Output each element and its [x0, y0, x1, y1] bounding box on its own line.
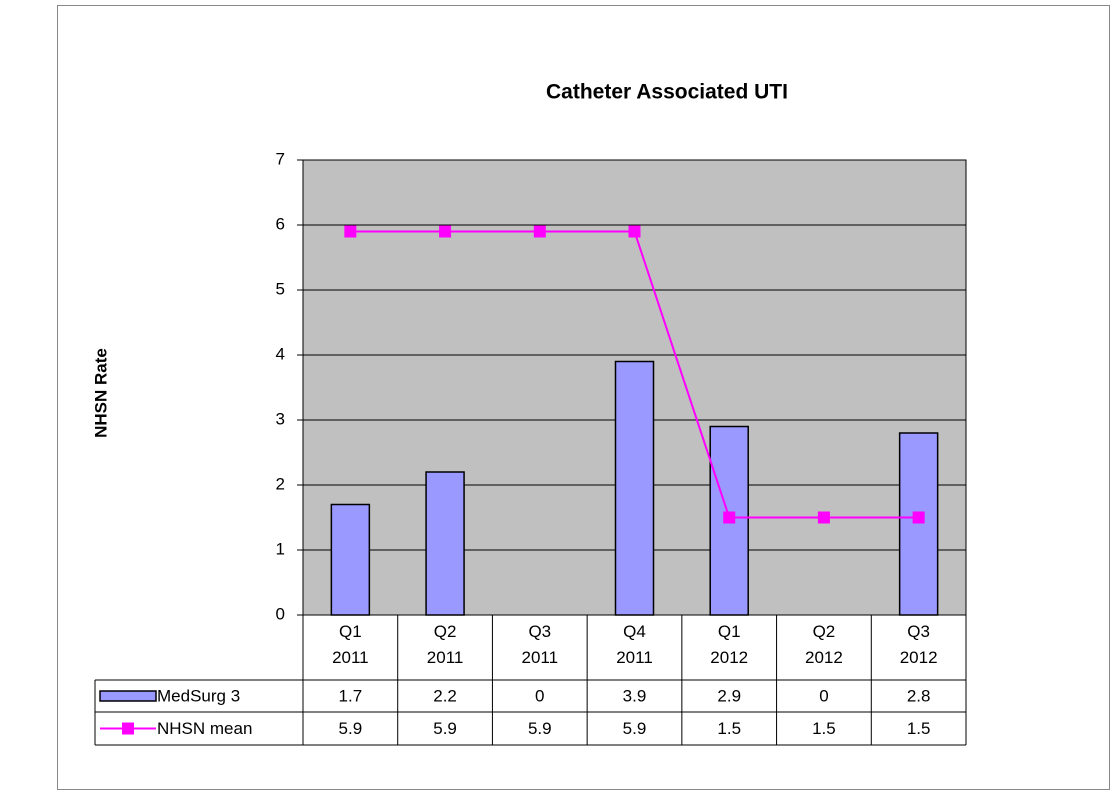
table-value: 1.5 — [717, 719, 741, 738]
table-value: 3.9 — [623, 686, 647, 705]
x-tick-label: Q3 2012 — [900, 622, 938, 667]
y-tick-label: 7 — [276, 149, 285, 168]
y-axis-label: NHSN Rate — [91, 348, 110, 438]
table-value: 2.2 — [433, 686, 457, 705]
x-tick-label: Q2 2011 — [427, 622, 464, 667]
table-value: 1.5 — [812, 719, 836, 738]
x-tick-label: Q2 2012 — [805, 622, 843, 667]
x-tick-label: Q4 2011 — [616, 622, 653, 667]
y-tick-label: 5 — [276, 279, 285, 298]
x-tick-label: Q1 2011 — [332, 622, 369, 667]
y-tick-label: 4 — [276, 344, 285, 363]
table-value: 5.9 — [339, 719, 363, 738]
y-tick-label: 2 — [276, 474, 285, 493]
line-marker — [628, 225, 641, 238]
chart-title: Catheter Associated UTI — [546, 81, 788, 104]
table-value: 2.8 — [907, 686, 931, 705]
line-marker — [912, 511, 925, 524]
y-tick-label: 1 — [276, 539, 285, 558]
bar — [425, 471, 465, 616]
y-tick-label: 0 — [276, 604, 285, 623]
y-tick-label: 6 — [276, 214, 285, 233]
bar — [330, 503, 371, 616]
legend-swatch — [122, 722, 134, 735]
table-value: 1.7 — [339, 686, 363, 705]
line-marker — [533, 225, 546, 238]
line-marker — [723, 511, 736, 524]
x-tick-label: Q3 2011 — [522, 622, 559, 667]
line-marker — [817, 511, 830, 524]
table-value: 2.9 — [717, 686, 741, 705]
bar — [898, 432, 939, 616]
table-value: 0 — [535, 686, 544, 705]
line-marker — [439, 225, 452, 238]
x-tick-label: Q1 2012 — [710, 622, 748, 667]
table-value: 5.9 — [528, 719, 552, 738]
legend-label: NHSN mean — [157, 719, 252, 738]
y-tick-label: 3 — [276, 409, 285, 428]
legend-label: MedSurg 3 — [157, 686, 240, 705]
table-value: 0 — [819, 686, 828, 705]
bar — [614, 360, 655, 616]
table-value: 5.9 — [433, 719, 457, 738]
table-value: 5.9 — [623, 719, 647, 738]
table-value: 1.5 — [907, 719, 931, 738]
legend-swatch — [99, 690, 157, 702]
line-marker — [344, 225, 357, 238]
